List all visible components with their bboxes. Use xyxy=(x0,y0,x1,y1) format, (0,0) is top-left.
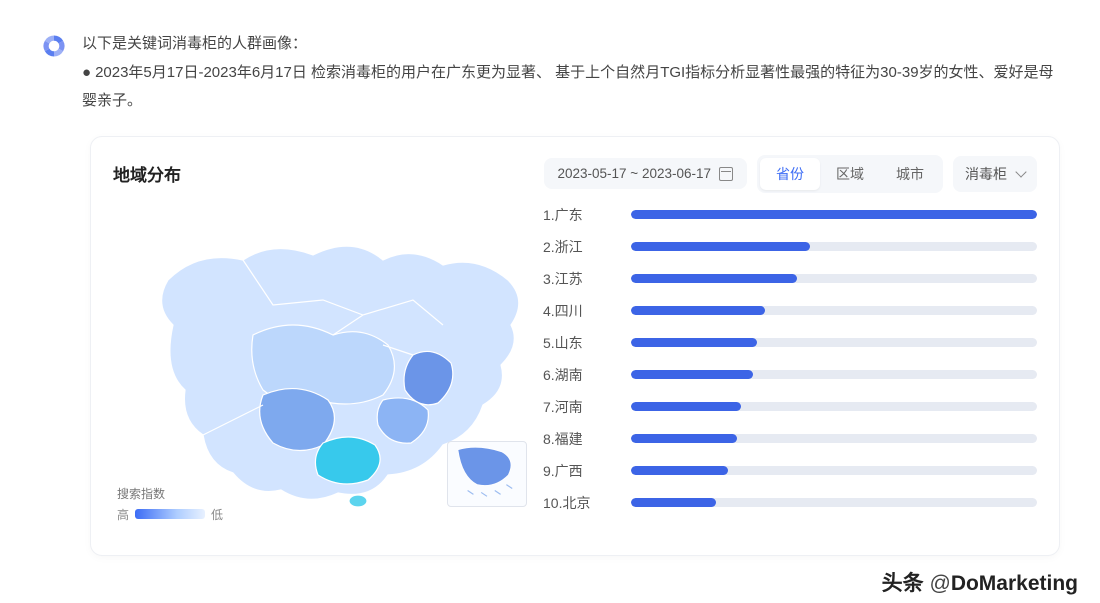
rank-bar-track xyxy=(631,402,1037,411)
rank-bar-track xyxy=(631,370,1037,379)
app-logo-icon xyxy=(40,32,68,60)
chevron-down-icon xyxy=(1015,166,1026,177)
keyword-dropdown[interactable]: 消毒柜 xyxy=(953,156,1037,192)
rank-bar-track xyxy=(631,210,1037,219)
rank-bar-track xyxy=(631,434,1037,443)
rank-bar-fill xyxy=(631,210,1037,219)
rank-bar-fill xyxy=(631,466,728,475)
date-range-picker[interactable]: 2023-05-17 ~ 2023-06-17 xyxy=(544,158,748,189)
south-china-sea-minimap xyxy=(447,441,527,507)
dropdown-label: 消毒柜 xyxy=(965,164,1007,184)
rank-label: 2.浙江 xyxy=(543,237,617,257)
rank-row: 4.四川 xyxy=(543,301,1037,321)
rank-bar-track xyxy=(631,498,1037,507)
intro-text: 以下是关键词消毒柜的人群画像： ●2023年5月17日-2023年6月17日 检… xyxy=(82,30,1060,116)
rank-bar-fill xyxy=(631,338,757,347)
rank-bar-track xyxy=(631,306,1037,315)
rank-label: 1.广东 xyxy=(543,205,617,225)
region-distribution-card: 地域分布 2023-05-17 ~ 2023-06-17 省份区域城市 消毒柜 xyxy=(90,136,1060,556)
rank-row: 2.浙江 xyxy=(543,237,1037,257)
rank-bar-fill xyxy=(631,370,753,379)
rank-bar-track xyxy=(631,242,1037,251)
rank-label: 4.四川 xyxy=(543,301,617,321)
rank-bar-fill xyxy=(631,306,765,315)
rank-bar-fill xyxy=(631,434,737,443)
rank-row: 10.北京 xyxy=(543,493,1037,513)
rank-label: 9.广西 xyxy=(543,461,617,481)
rank-row: 7.河南 xyxy=(543,397,1037,417)
rank-label: 10.北京 xyxy=(543,493,617,513)
legend-high: 高 xyxy=(117,506,129,523)
rank-label: 6.湖南 xyxy=(543,365,617,385)
rank-label: 7.河南 xyxy=(543,397,617,417)
rank-bar-track xyxy=(631,338,1037,347)
rank-bar-fill xyxy=(631,242,810,251)
legend-title: 搜索指数 xyxy=(117,485,223,502)
card-title: 地域分布 xyxy=(113,161,534,186)
rank-row: 8.福建 xyxy=(543,429,1037,449)
intro-line-1: 以下是关键词消毒柜的人群画像： xyxy=(82,30,1060,59)
rank-label: 5.山东 xyxy=(543,333,617,353)
watermark: 头条 @DoMarketing xyxy=(878,565,1082,599)
tab-区域[interactable]: 区域 xyxy=(820,158,880,190)
rank-bar-fill xyxy=(631,274,797,283)
china-map: 搜索指数 高 低 xyxy=(113,205,533,545)
tab-省份[interactable]: 省份 xyxy=(760,158,820,190)
rank-row: 6.湖南 xyxy=(543,365,1037,385)
province-ranking-list: 1.广东 2.浙江 3.江苏 4.四川 5.山东 6.湖南 7.河南 8.福建 9.广西 10.北… xyxy=(543,205,1037,545)
date-range-text: 2023-05-17 ~ 2023-06-17 xyxy=(558,166,712,181)
rank-row: 3.江苏 xyxy=(543,269,1037,289)
rank-bar-track xyxy=(631,274,1037,283)
region-level-tabs: 省份区域城市 xyxy=(757,155,943,193)
legend-low: 低 xyxy=(211,506,223,523)
rank-row: 9.广西 xyxy=(543,461,1037,481)
tab-城市[interactable]: 城市 xyxy=(880,158,940,190)
rank-row: 1.广东 xyxy=(543,205,1037,225)
rank-row: 5.山东 xyxy=(543,333,1037,353)
intro-line-2: 2023年5月17日-2023年6月17日 检索消毒柜的用户在广东更为显著、 基… xyxy=(82,64,1054,110)
rank-bar-track xyxy=(631,466,1037,475)
calendar-icon xyxy=(719,167,733,181)
rank-label: 8.福建 xyxy=(543,429,617,449)
map-legend: 搜索指数 高 低 xyxy=(117,485,223,523)
legend-gradient xyxy=(135,509,205,519)
rank-bar-fill xyxy=(631,402,741,411)
rank-bar-fill xyxy=(631,498,716,507)
rank-label: 3.江苏 xyxy=(543,269,617,289)
